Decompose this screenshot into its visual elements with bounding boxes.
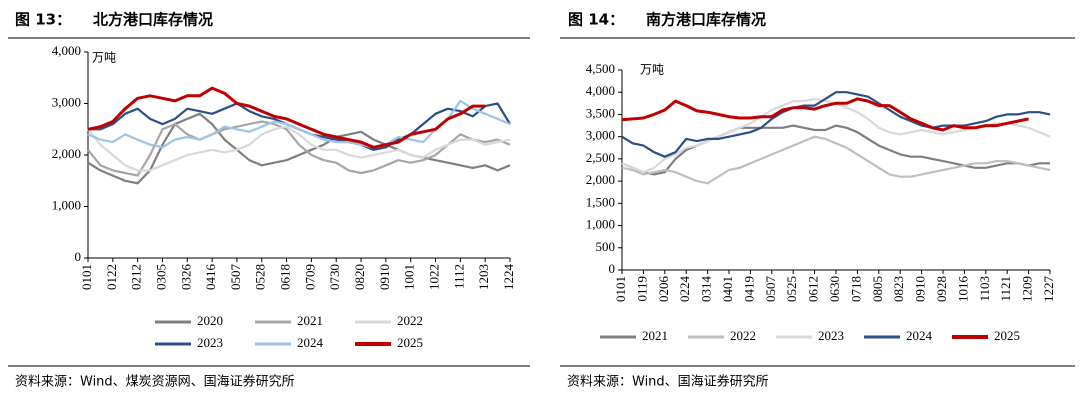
x-tick-label: 0823 <box>891 276 906 302</box>
x-tick-label: 1103 <box>977 276 992 302</box>
x-tick-label: 0910 <box>377 264 392 290</box>
x-tick-label: 0805 <box>870 276 885 302</box>
legend-label: 2024 <box>297 335 324 350</box>
x-tick-label: 0101 <box>613 276 628 302</box>
x-tick-label: 0416 <box>203 264 218 291</box>
legend-label: 2024 <box>906 328 933 343</box>
x-tick-label: 0305 <box>153 264 168 290</box>
x-tick-label: 0119 <box>634 276 649 302</box>
x-tick-label: 0507 <box>228 264 243 291</box>
x-tick-label: 0525 <box>784 276 799 302</box>
x-tick-label: 0612 <box>806 276 821 302</box>
x-tick-label: 1209 <box>1020 276 1035 302</box>
legend-label: 2020 <box>197 313 223 328</box>
series-line <box>87 125 511 172</box>
x-tick-label: 0528 <box>253 264 268 290</box>
y-tick-label: 2,500 <box>586 150 615 165</box>
y-tick-label: 2,000 <box>52 146 81 161</box>
y-tick-label: 1,000 <box>586 217 615 232</box>
y-tick-label: 2,000 <box>586 172 615 187</box>
y-tick-label: 3,500 <box>586 105 615 120</box>
x-tick-label: 1016 <box>955 276 970 303</box>
x-tick-label: 0314 <box>699 276 714 303</box>
chart-title: 北方港口库存情况 <box>93 11 213 29</box>
x-tick-label: 0122 <box>104 264 119 290</box>
source-note: 资料来源：Wind、国海证券研究所 <box>567 374 769 390</box>
x-tick-label: 0928 <box>934 276 949 302</box>
legend-label: 2025 <box>397 335 423 350</box>
series-line <box>87 86 486 149</box>
unit-label: 万吨 <box>640 63 664 77</box>
series-line <box>88 102 511 151</box>
x-tick-label: 1224 <box>501 264 516 291</box>
figure-label: 图 14： <box>568 11 624 29</box>
series-line <box>87 120 511 177</box>
x-tick-label: 1121 <box>998 276 1013 302</box>
series-line <box>87 112 511 185</box>
legend-label: 2021 <box>297 313 323 328</box>
y-tick-label: 4,000 <box>586 83 615 98</box>
legend-label: 2021 <box>642 328 668 343</box>
x-tick-label: 0910 <box>913 276 928 302</box>
x-tick-label: 0401 <box>720 276 735 302</box>
x-tick-label: 0730 <box>327 264 342 290</box>
x-tick-label: 0206 <box>656 276 671 303</box>
y-tick-label: 3,000 <box>52 94 81 109</box>
unit-label: 万吨 <box>92 51 116 65</box>
x-tick-label: 0718 <box>848 276 863 302</box>
x-tick-label: 1112 <box>451 264 466 289</box>
x-tick-label: 1022 <box>427 264 442 290</box>
y-tick-label: 0 <box>75 249 82 264</box>
x-tick-label: 0212 <box>129 264 144 290</box>
x-tick-label: 1001 <box>402 264 417 290</box>
x-tick-label: 0709 <box>302 264 317 290</box>
y-tick-label: 500 <box>596 239 616 254</box>
x-tick-label: 0224 <box>677 276 692 303</box>
series-line <box>621 91 1051 158</box>
y-tick-label: 4,500 <box>586 61 615 76</box>
x-tick-label: 0326 <box>178 264 193 291</box>
legend-label: 2022 <box>730 328 756 343</box>
y-tick-label: 1,500 <box>586 194 615 209</box>
y-tick-label: 1,000 <box>52 197 81 212</box>
legend-label: 2023 <box>197 335 223 350</box>
series-line <box>621 124 1050 176</box>
x-tick-label: 0507 <box>763 276 778 303</box>
x-tick-label: 0630 <box>827 276 842 302</box>
y-tick-label: 0 <box>609 261 616 276</box>
source-note: 资料来源：Wind、煤炭资源网、国海证券研究所 <box>15 374 295 390</box>
chart-title: 南方港口库存情况 <box>646 11 766 29</box>
x-tick-label: 0419 <box>741 276 756 302</box>
y-tick-label: 4,000 <box>52 43 81 58</box>
x-tick-label: 0820 <box>352 264 367 290</box>
legend-label: 2023 <box>818 328 844 343</box>
legend-label: 2025 <box>994 328 1020 343</box>
x-tick-label: 1203 <box>476 264 491 290</box>
legend-label: 2022 <box>397 313 423 328</box>
x-tick-label: 0101 <box>79 264 94 290</box>
x-tick-label: 1227 <box>1041 276 1056 303</box>
series-line <box>621 97 1051 174</box>
series-line <box>621 97 1029 132</box>
x-tick-label: 0618 <box>278 264 293 290</box>
y-tick-label: 3,000 <box>586 128 615 143</box>
figure-label: 图 13： <box>15 11 71 29</box>
series-line <box>621 135 1051 185</box>
